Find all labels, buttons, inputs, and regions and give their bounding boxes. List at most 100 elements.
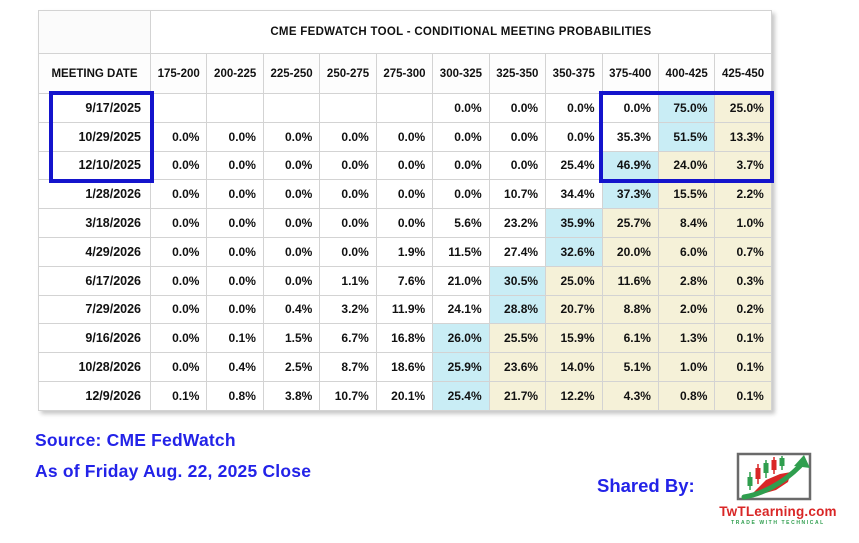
rate-range-header: 400-425 [657,53,716,94]
probability-cell: 0.0% [262,208,321,238]
probability-cell: 3.2% [319,294,377,325]
logo-domain-text[interactable]: TwTLearning.com [719,504,837,519]
probability-cell [262,93,321,123]
probability-cell: 0.0% [545,93,603,123]
probability-cell: 1.9% [375,236,434,267]
probability-cell: 0.0% [601,93,659,123]
probability-cell: 0.0% [432,93,490,123]
rate-range-header: 350-375 [545,53,603,94]
rate-range-header: 175-200 [149,53,208,94]
rate-range-header: 425-450 [714,53,772,94]
probability-cell: 2.0% [657,294,716,325]
probability-cell: 1.5% [262,323,321,354]
probability-cell: 0.1% [714,323,772,354]
probability-cell: 35.9% [545,208,603,238]
probability-cell: 0.0% [149,208,208,238]
probability-cell: 0.2% [714,294,772,325]
probability-cell: 0.0% [149,352,208,382]
probability-cell: 0.0% [319,121,377,152]
meeting-date-cell: 6/17/2026 [38,265,151,296]
probability-cell: 16.8% [375,323,434,354]
probability-cell: 11.5% [432,236,490,267]
probability-cell: 0.0% [149,323,208,354]
probability-cell: 0.0% [149,121,208,152]
meeting-date-column-header: MEETING DATE [38,53,151,94]
probability-cell: 0.0% [375,150,434,181]
probability-cell: 0.0% [432,121,490,152]
probability-cell: 0.0% [206,179,264,210]
twtlearning-logo[interactable]: TwTLearning.com TRADE WITH TECHNICAL [712,452,844,526]
probability-cell [206,93,264,123]
probability-cell: 0.0% [149,236,208,267]
probability-cell: 0.0% [319,208,377,238]
meeting-date-cell: 12/10/2025 [38,150,151,181]
probability-cell: 5.1% [601,352,659,382]
probability-cell: 25.4% [545,150,603,181]
probability-cell: 51.5% [657,121,716,152]
probability-cell: 8.8% [601,294,659,325]
probability-cell: 25.5% [488,323,547,354]
probability-cell: 8.4% [657,208,716,238]
probability-cell: 32.6% [545,236,603,267]
meeting-date-cell: 3/18/2026 [38,208,151,238]
probability-cell: 15.9% [545,323,603,354]
probability-cell: 0.0% [149,294,208,325]
rate-range-header: 250-275 [319,53,377,94]
probability-cell: 0.8% [657,380,716,411]
logo-tagline: TRADE WITH TECHNICAL [731,520,825,526]
shared-by-label: Shared By: [597,475,695,496]
rate-range-header: 275-300 [375,53,434,94]
probability-cell: 0.0% [319,150,377,181]
probability-cell: 30.5% [488,265,547,296]
probability-cell: 25.7% [601,208,659,238]
probability-cell: 0.0% [375,179,434,210]
meeting-date-cell: 10/29/2025 [38,121,151,152]
probability-cell: 14.0% [545,352,603,382]
probability-cell: 2.5% [262,352,321,382]
table-row: 12/9/2026 0.1% 0.8% 3.8% 10.7% 20.1% 25.4% 21.7… [38,380,772,411]
probability-cell: 1.0% [714,208,772,238]
as-of-date-label: As of Friday Aug. 22, 2025 Close [35,461,312,481]
probability-cell: 13.3% [714,121,772,152]
probability-cell: 10.7% [319,380,377,411]
meeting-date-cell: 10/28/2026 [38,352,151,382]
probability-cell: 0.0% [206,208,264,238]
meeting-date-cell: 12/9/2026 [38,380,151,411]
probability-cell: 0.0% [149,150,208,181]
probability-cell: 25.4% [432,380,490,411]
probability-cell: 0.0% [206,265,264,296]
probability-cell: 0.0% [149,265,208,296]
probability-cell: 15.5% [657,179,716,210]
corner-cell [38,10,151,54]
probability-cell: 1.1% [319,265,377,296]
probability-cell: 0.4% [206,352,264,382]
probability-cell: 21.0% [432,265,490,296]
probability-cell: 23.6% [488,352,547,382]
meeting-date-cell: 9/16/2026 [38,323,151,354]
table-title: CME FEDWATCH TOOL - CONDITIONAL MEETING … [150,10,772,54]
probability-cell: 0.0% [319,236,377,267]
table-row: 10/28/2026 0.0% 0.4% 2.5% 8.7% 18.6% 25.9% 23.6… [38,352,772,382]
probability-cell: 3.8% [262,380,321,411]
probability-cell: 26.0% [432,323,490,354]
probability-cell: 0.0% [206,236,264,267]
title-row: CME FEDWATCH TOOL - CONDITIONAL MEETING … [38,10,772,54]
table-row: 1/28/2026 0.0% 0.0% 0.0% 0.0% 0.0% 0.0% 10.7% 34… [38,179,772,210]
probability-cell: 0.0% [262,265,321,296]
meeting-date-cell: 9/17/2025 [38,93,151,123]
probability-cell: 0.1% [206,323,264,354]
probability-cell: 7.6% [375,265,434,296]
probability-cell: 6.0% [657,236,716,267]
probability-cell: 0.0% [262,121,321,152]
probability-cell: 8.7% [319,352,377,382]
fedwatch-probability-table: CME FEDWATCH TOOL - CONDITIONAL MEETING … [38,10,772,411]
table-row: 9/16/2026 0.0% 0.1% 1.5% 6.7% 16.8% 26.0% 25.5%… [38,323,772,354]
probability-cell: 25.9% [432,352,490,382]
candlestick-chart-icon [736,452,812,501]
table-row: 7/29/2026 0.0% 0.0% 0.4% 3.2% 11.9% 24.1% 28.8%… [38,294,772,325]
probability-cell: 0.0% [488,93,547,123]
probability-cell: 0.0% [375,121,434,152]
table-row: 12/10/2025 0.0% 0.0% 0.0% 0.0% 0.0% 0.0% 0.0% 25… [38,150,772,181]
probability-cell: 25.0% [545,265,603,296]
